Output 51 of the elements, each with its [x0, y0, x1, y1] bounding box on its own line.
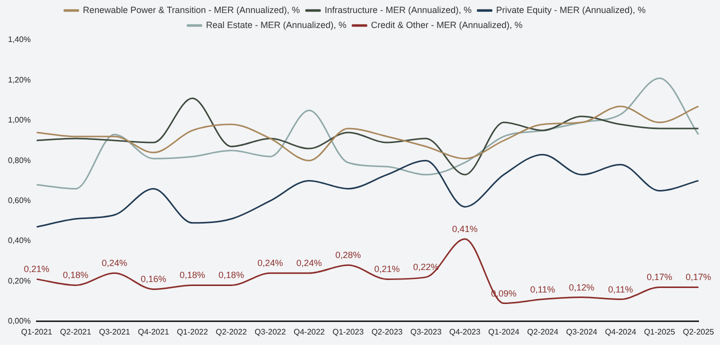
x-tick-label: Q4-2024: [605, 327, 637, 336]
data-label: 0,24%: [296, 258, 322, 268]
x-tick-label: Q2-2023: [371, 327, 404, 336]
data-label: 0,16%: [140, 274, 166, 284]
data-label: 0,12%: [568, 282, 594, 292]
x-tick-label: Q4-2021: [138, 327, 170, 336]
data-label: 0,24%: [257, 258, 284, 268]
legend-label: Infrastructure - MER (Annualized), %: [324, 4, 472, 15]
data-label: 0,18%: [62, 270, 88, 280]
y-tick-label: 0,20%: [8, 276, 31, 286]
x-tick-label: Q2-2025: [682, 327, 715, 336]
data-label: 0,24%: [102, 258, 128, 268]
data-label: 0,21%: [24, 264, 50, 274]
y-tick-label: 0,00%: [8, 316, 31, 326]
data-label: 0,17%: [646, 272, 672, 282]
x-tick-label: Q4-2022: [294, 327, 326, 336]
data-label: 0,28%: [335, 250, 361, 260]
x-tick-label: Q2-2024: [527, 327, 559, 336]
y-tick-label: 1,00%: [8, 116, 31, 125]
x-tick-label: Q4-2023: [449, 327, 481, 336]
data-label: 0,18%: [180, 270, 206, 280]
x-tick-label: Q2-2022: [216, 327, 248, 336]
x-tick-label: Q1-2022: [176, 327, 209, 336]
line-series: [36, 98, 700, 176]
x-tick-label: Q3-2024: [566, 327, 598, 336]
data-label: 0,17%: [686, 272, 712, 282]
legend-label: Renewable Power & Transition - MER (Annualized), %: [82, 4, 300, 15]
y-tick-label: 1,40%: [8, 35, 31, 44]
x-tick-label: Q2-2021: [60, 327, 92, 336]
y-tick-label: 0,40%: [8, 236, 31, 246]
x-tick-label: Q3-2021: [98, 327, 131, 336]
y-tick-label: 0,80%: [8, 156, 31, 165]
x-tick-label: Q1-2021: [21, 327, 53, 336]
legend-label: Credit & Other - MER (Annualized), %: [371, 20, 523, 30]
x-tick-label: Q3-2023: [410, 327, 442, 336]
x-tick-label: Q3-2022: [254, 327, 286, 336]
data-label: 0,41%: [452, 224, 478, 234]
x-tick-label: Q1-2024: [488, 327, 520, 336]
line-series: [36, 77, 700, 190]
y-tick-label: 0,60%: [8, 196, 31, 206]
data-label: 0,21%: [374, 264, 400, 274]
data-label: 0,18%: [218, 270, 244, 280]
data-label: 0,22%: [413, 262, 439, 272]
line-series: [36, 106, 700, 162]
y-tick-label: 1,20%: [8, 75, 31, 84]
data-label: 0,11%: [530, 284, 556, 294]
data-label: 0,11%: [608, 284, 634, 294]
x-tick-label: Q1-2025: [644, 327, 676, 336]
x-tick-label: Q1-2023: [332, 327, 364, 336]
legend-label: Real Estate - MER (Annualized), %: [206, 20, 347, 30]
legend-label: Private Equity - MER (Annualized), %: [496, 4, 646, 15]
